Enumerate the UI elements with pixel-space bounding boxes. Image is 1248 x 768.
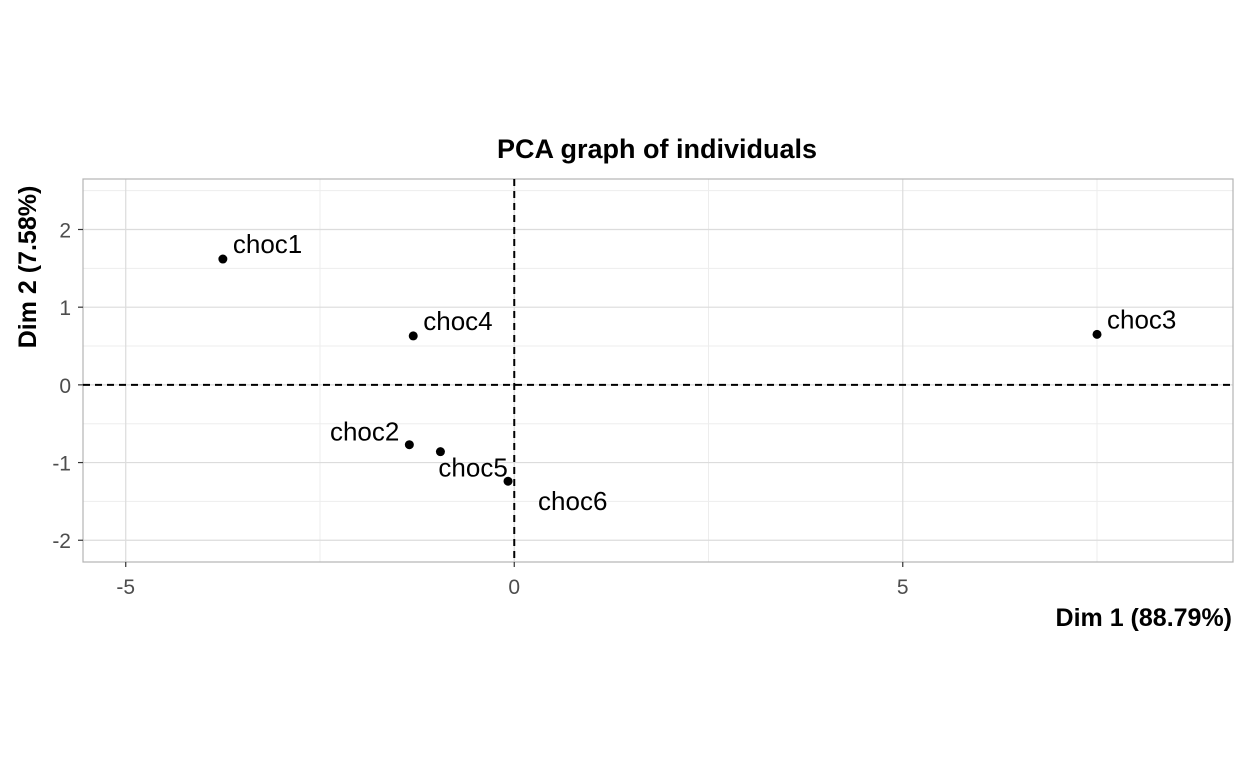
x-axis-title: Dim 1 (88.79%) — [1056, 604, 1232, 632]
data-point-choc2 — [404, 440, 414, 450]
point-label-choc3: choc3 — [1107, 304, 1176, 334]
point-label-choc5: choc5 — [438, 453, 507, 483]
y-tick-label: 1 — [59, 297, 71, 320]
y-axis-title: Dim 2 (7.58%) — [14, 186, 42, 349]
grid-major — [83, 179, 1233, 562]
data-point-choc6 — [503, 476, 513, 486]
x-tick-label: 5 — [897, 576, 909, 599]
panel-border — [82, 178, 1234, 563]
point-label-choc2: choc2 — [330, 417, 399, 447]
data-points — [218, 254, 1102, 486]
point-label-choc6: choc6 — [538, 486, 607, 516]
point-label-choc4: choc4 — [423, 306, 492, 336]
data-point-choc5 — [435, 447, 445, 457]
x-axis-ticks: -5 0 5 — [116, 562, 909, 599]
data-point-choc4 — [408, 331, 418, 341]
data-point-choc1 — [218, 254, 228, 264]
grid-minor — [83, 179, 1233, 562]
y-tick-label: 2 — [59, 219, 71, 242]
y-tick-label: -2 — [52, 530, 71, 553]
y-tick-label: 0 — [59, 375, 71, 398]
x-tick-label: -5 — [116, 576, 135, 599]
y-tick-label: -1 — [52, 453, 71, 476]
reference-lines — [83, 179, 1233, 562]
chart-title: PCA graph of individuals — [497, 134, 817, 164]
data-point-choc3 — [1092, 329, 1102, 339]
x-tick-label: 0 — [508, 576, 520, 599]
y-axis-ticks: -2 -1 0 1 2 — [52, 219, 83, 553]
point-labels: choc1 choc2 choc3 choc4 choc5 choc6 — [233, 229, 1177, 516]
point-label-choc1: choc1 — [233, 229, 302, 259]
